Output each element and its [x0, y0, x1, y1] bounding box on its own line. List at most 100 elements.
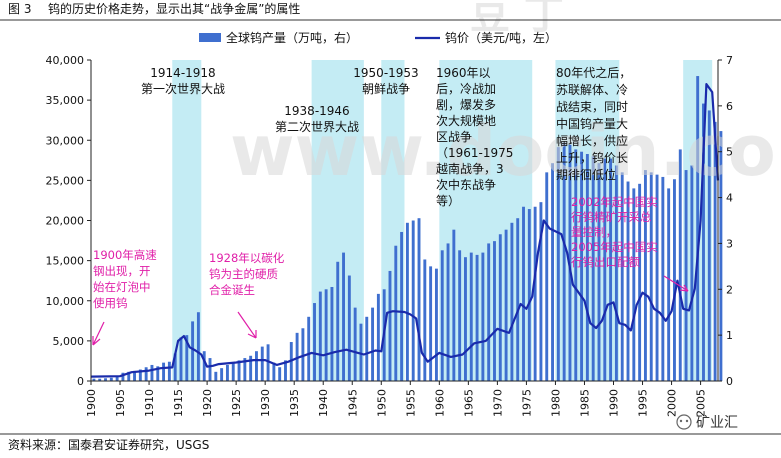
annotation-line: 中国钨产量大 — [556, 116, 628, 131]
production-bar — [301, 328, 305, 381]
production-bar — [643, 170, 647, 381]
production-bar — [707, 110, 711, 381]
annotation-line: 1914-1918 — [150, 66, 215, 80]
production-bar — [318, 291, 322, 381]
production-bar — [475, 254, 479, 381]
production-bar — [458, 250, 462, 381]
production-bar — [580, 151, 584, 381]
production-bar — [336, 261, 340, 381]
x-tick-label: 1915 — [172, 389, 185, 417]
annotation-text: 2002年起中国实行钨精矿开采总量控制， 2005年起中国实行钨出口配额 — [571, 195, 658, 269]
annotation-line: 苏联解体、冷 — [556, 83, 628, 97]
production-bar — [638, 183, 642, 381]
production-bar — [121, 372, 125, 381]
production-bar — [266, 344, 270, 381]
production-bar — [376, 293, 380, 381]
footer: 资料来源：国泰君安证券研究，USGS 矿业汇 — [0, 414, 781, 452]
production-bar — [527, 209, 531, 381]
watermark: www.docin.com — [230, 110, 781, 192]
production-bar — [649, 172, 653, 381]
shaded-period — [381, 60, 405, 381]
production-bar — [452, 229, 456, 381]
x-tick-label: 1970 — [491, 389, 504, 417]
production-bar — [539, 202, 543, 381]
annotation-line: 次中东战争 — [436, 177, 496, 192]
brand-name: 矿业汇 — [696, 415, 738, 431]
annotation-line: 2002年起中国实 — [571, 195, 658, 209]
annotation-line: 战结束，同时 — [556, 100, 628, 114]
y-left-tick-label: 15,000 — [46, 255, 85, 268]
y-left-tick-label: 25,000 — [46, 174, 85, 187]
production-bar — [179, 337, 183, 381]
production-bar — [353, 307, 357, 381]
production-bar — [411, 220, 415, 381]
production-bar — [237, 360, 241, 381]
y-left-tick-label: 20,000 — [46, 215, 85, 228]
production-bar — [684, 170, 688, 381]
production-bar — [278, 367, 282, 381]
production-bar — [324, 289, 328, 381]
production-bar — [185, 335, 189, 381]
annotation-line: 朝鲜战争 — [362, 82, 410, 96]
annotation-line: 剧，爆发多 — [436, 97, 496, 112]
production-bar — [464, 257, 467, 381]
y-right-tick-label: 3 — [726, 237, 733, 250]
x-tick-label: 2000 — [666, 389, 679, 417]
price-line-path — [90, 83, 720, 378]
brand-badge: 矿业汇 — [676, 414, 738, 431]
production-bar — [481, 252, 485, 381]
annotation-text: 1938-1946 第二次世界大战 — [275, 104, 359, 134]
production-bar — [673, 179, 676, 381]
production-bar — [696, 76, 700, 382]
production-bar — [231, 362, 235, 381]
annotation-line: 钨为主的硬质 — [209, 267, 278, 281]
x-tick-label: 1930 — [259, 389, 272, 417]
annotation-line: 钢出现，开 — [93, 264, 151, 278]
x-tick-label: 1925 — [230, 389, 243, 417]
production-bar — [597, 163, 601, 381]
production-bar — [487, 243, 491, 381]
production-bar — [162, 362, 166, 381]
production-bar — [109, 377, 113, 381]
price-line — [90, 83, 720, 378]
y-right-tick-label: 0 — [726, 375, 733, 388]
production-bar — [347, 275, 351, 381]
production-bar — [284, 360, 287, 381]
production-bar — [655, 174, 659, 381]
production-bar — [202, 351, 206, 381]
production-bar — [585, 154, 589, 381]
annotation-arrow — [237, 311, 257, 339]
annotation-text: 80年代之后， 苏联解体、冷战结束，同时中国钨产量大幅增长，供应上升，钨价长期徘徊… — [556, 66, 631, 182]
wechat-icon-dot — [679, 419, 683, 423]
production-bar — [191, 321, 195, 381]
watermark-text: www.docin.com — [230, 110, 781, 192]
y-left-tick-label: 30,000 — [46, 134, 85, 147]
production-bar — [620, 172, 624, 381]
production-bar — [243, 358, 247, 381]
production-bar — [359, 323, 363, 381]
production-bar — [405, 222, 409, 381]
annotation-text: 1914-1918 第一次世界大战 — [141, 66, 225, 96]
y-left-tick-label: 10,000 — [46, 295, 85, 308]
x-tick-label: 1990 — [608, 389, 621, 417]
figure-title-text: 钨的历史价格走势，显示出其“战争金属”的属性 — [48, 1, 300, 16]
production-bar — [440, 250, 444, 381]
production-bar — [516, 218, 520, 381]
production-bar — [493, 241, 496, 381]
production-bar — [469, 252, 473, 381]
production-bar — [417, 218, 421, 381]
production-bar — [423, 259, 427, 381]
x-tick-label: 1945 — [346, 389, 359, 417]
annotation-line: （1961-1975 — [436, 146, 513, 160]
production-bar — [551, 163, 554, 381]
annotation-line: 1950-1953 — [353, 66, 418, 80]
y-right-tick-label: 1 — [726, 329, 733, 342]
annotation-line: 行钨出口配额 — [571, 255, 640, 269]
production-bar — [127, 371, 131, 381]
y-left-tick-label: 40,000 — [46, 54, 85, 67]
production-bar — [614, 165, 618, 381]
production-bar — [667, 188, 671, 381]
production-bar — [522, 206, 525, 381]
x-tick-label: 1955 — [404, 389, 417, 417]
